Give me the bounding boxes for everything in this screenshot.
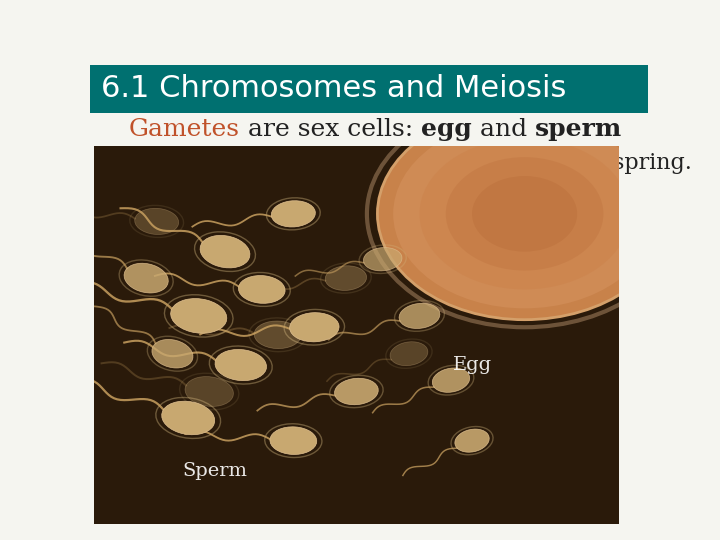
- Text: Egg: Egg: [452, 356, 492, 374]
- Text: sperm: sperm: [535, 117, 622, 141]
- Text: 6.1 Chromosomes and Meiosis: 6.1 Chromosomes and Meiosis: [101, 74, 567, 103]
- Ellipse shape: [432, 368, 469, 393]
- Ellipse shape: [325, 266, 366, 291]
- Ellipse shape: [335, 379, 378, 404]
- Ellipse shape: [238, 275, 285, 303]
- Ellipse shape: [289, 313, 339, 342]
- Ellipse shape: [162, 401, 215, 435]
- Circle shape: [420, 138, 630, 289]
- Circle shape: [377, 108, 672, 320]
- Ellipse shape: [171, 299, 227, 333]
- FancyBboxPatch shape: [90, 65, 648, 113]
- Ellipse shape: [124, 263, 168, 293]
- Text: and: and: [472, 118, 535, 141]
- Text: Gametes: Gametes: [129, 118, 240, 141]
- Ellipse shape: [215, 349, 266, 381]
- Ellipse shape: [390, 342, 428, 366]
- Text: Sperm: Sperm: [182, 462, 247, 480]
- Ellipse shape: [455, 429, 489, 452]
- Circle shape: [446, 157, 603, 271]
- Text: •Both have DNA that can be passed to offspring.: •Both have DNA that can be passed to off…: [140, 152, 692, 173]
- Ellipse shape: [200, 235, 250, 268]
- Ellipse shape: [364, 247, 402, 271]
- Ellipse shape: [254, 321, 301, 349]
- Circle shape: [472, 176, 577, 252]
- Ellipse shape: [185, 376, 233, 407]
- Text: egg: egg: [421, 117, 472, 141]
- Text: are sex cells:: are sex cells:: [240, 118, 421, 141]
- Circle shape: [393, 119, 656, 308]
- Ellipse shape: [135, 208, 179, 234]
- Ellipse shape: [270, 427, 317, 455]
- Ellipse shape: [271, 201, 315, 227]
- Ellipse shape: [152, 340, 193, 368]
- Ellipse shape: [399, 303, 440, 328]
